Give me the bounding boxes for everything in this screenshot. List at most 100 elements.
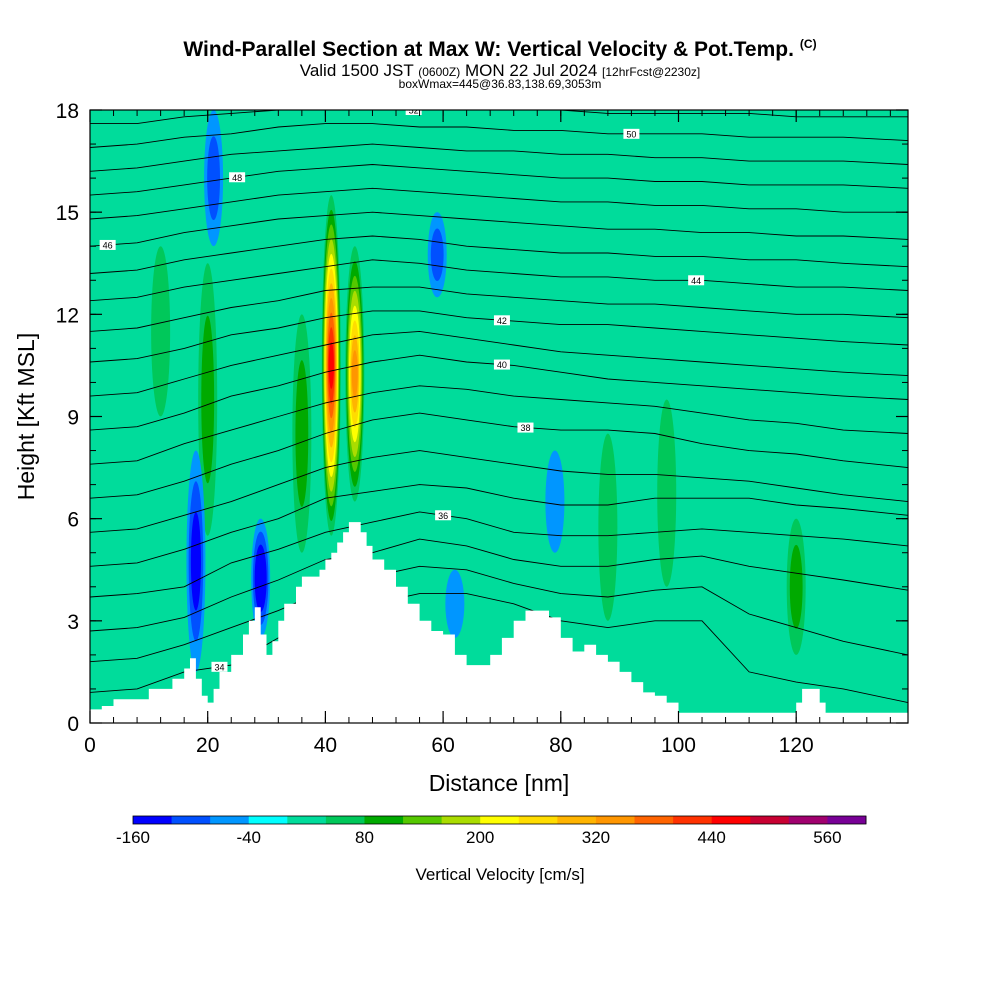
updraft-core [598,433,618,621]
colorbar-swatch [518,816,558,824]
contour-label-bg [211,661,228,672]
downdraft-band [207,136,221,221]
colorbar-tick-label: -40 [236,828,261,847]
downdraft-band [256,557,265,599]
valid-time-line: Valid 1500 JST (0600Z) MON 22 Jul 2024 [… [299,61,701,80]
downdraft-core [186,450,206,672]
updraft-core [198,263,218,536]
contour-label: 36 [438,511,448,521]
contour-label-bg [99,239,116,250]
contour-label: 48 [232,173,242,183]
updraft-core [657,399,677,587]
downdraft-core [427,212,447,298]
theta-contour [90,330,908,397]
theta-contour [90,110,908,125]
terrain [90,522,908,723]
contour-label-bg [623,128,640,139]
downdraft-core [445,569,465,638]
y-tick-label: 9 [67,407,79,430]
colorbar-swatch [557,816,597,824]
theta-contour [90,484,908,567]
theta-contour [90,123,908,148]
contour-label: 44 [691,276,701,286]
downdraft-band [445,569,465,638]
theta-contour [90,538,908,632]
contour-label: 50 [626,129,636,139]
updraft-core [321,195,341,536]
colorbar-swatch [325,816,365,824]
x-axis-label: Distance [nm] [429,770,570,796]
colorbar-swatch [750,816,790,824]
updraft-band [328,341,334,389]
theta-contour [90,164,908,196]
y-tick-label: 18 [56,100,79,123]
updraft-band [598,433,618,621]
updraft-band [201,315,215,484]
colorbar-swatch [595,816,636,824]
y-tick-label: 15 [56,202,79,225]
x-tick-label: 120 [779,734,814,757]
contour-label-bg [493,359,510,370]
y-tick-label: 3 [67,611,79,634]
theta-contour [90,511,908,598]
colorbar-swatch [480,816,520,824]
theta-contour [90,259,908,302]
contour-label: 38 [520,423,530,433]
contour-label: 34 [214,662,224,672]
theta-contour [90,143,908,172]
updraft-band [295,360,309,507]
colorbar-label: Vertical Velocity [cm/s] [415,865,584,884]
colorbar-tick-label: 200 [466,828,494,847]
x-tick-label: 60 [431,734,454,757]
copyright-mark: (C) [799,37,817,51]
colorbar-tick-label: 560 [813,828,841,847]
colorbar-tick-label: -160 [116,828,150,847]
y-axis-label: Height [Kft MSL] [13,333,39,500]
downdraft-band [190,512,201,611]
theta-contour [90,450,908,533]
colorbar-swatch [133,816,173,824]
x-tick-label: 80 [549,734,572,757]
colorbar: -160 -40 80 200 320 440 560 Vertical Velocity [… [116,815,867,884]
y-tick-label: 0 [67,713,79,736]
x-tick-label: 0 [84,734,96,757]
colorbar-swatch [788,816,828,824]
contour-label-bg [435,510,452,521]
colorbar-swatch [673,816,713,824]
colorbar-tick-label: 320 [582,828,610,847]
downdraft-core [204,110,224,247]
contour-label: 40 [497,360,507,370]
colorbar-swatch [827,816,867,824]
contour-label: 46 [103,240,113,250]
x-tick-label: 20 [196,734,219,757]
downdraft-band [430,228,444,281]
theta-contour [90,385,908,465]
y-tick-label: 12 [56,304,79,327]
updraft-core [151,246,171,417]
updraft-core [345,246,365,502]
boxwmax-line: boxWmax=445@36.83,138.69,3053m [398,77,602,91]
x-tick-label: 40 [314,734,337,757]
contour-label-bg [405,110,422,115]
updraft-band [657,399,677,587]
downdraft-core [545,450,565,553]
colorbar-swatch [287,816,327,824]
y-tick-label: 6 [67,509,79,532]
colorbar-tick-label: 80 [355,828,374,847]
colorbar-swatch [441,816,481,824]
contour-label-bg [229,172,246,183]
theta-contour [90,187,908,220]
updraft-band [351,350,358,398]
theta-contour [90,286,908,332]
updraft-core [786,518,806,655]
colorbar-swatch [171,816,211,824]
contour-label-bg [688,275,705,286]
colorbar-swatch [634,816,674,824]
colorbar-tick-label: 440 [697,828,725,847]
colorbar-swatch [403,816,443,824]
theta-contour [90,235,908,274]
colorbar-swatch [364,816,404,824]
updraft-band [151,246,171,417]
chart-title: Wind-Parallel Section at Max W: Vertical… [183,37,817,61]
